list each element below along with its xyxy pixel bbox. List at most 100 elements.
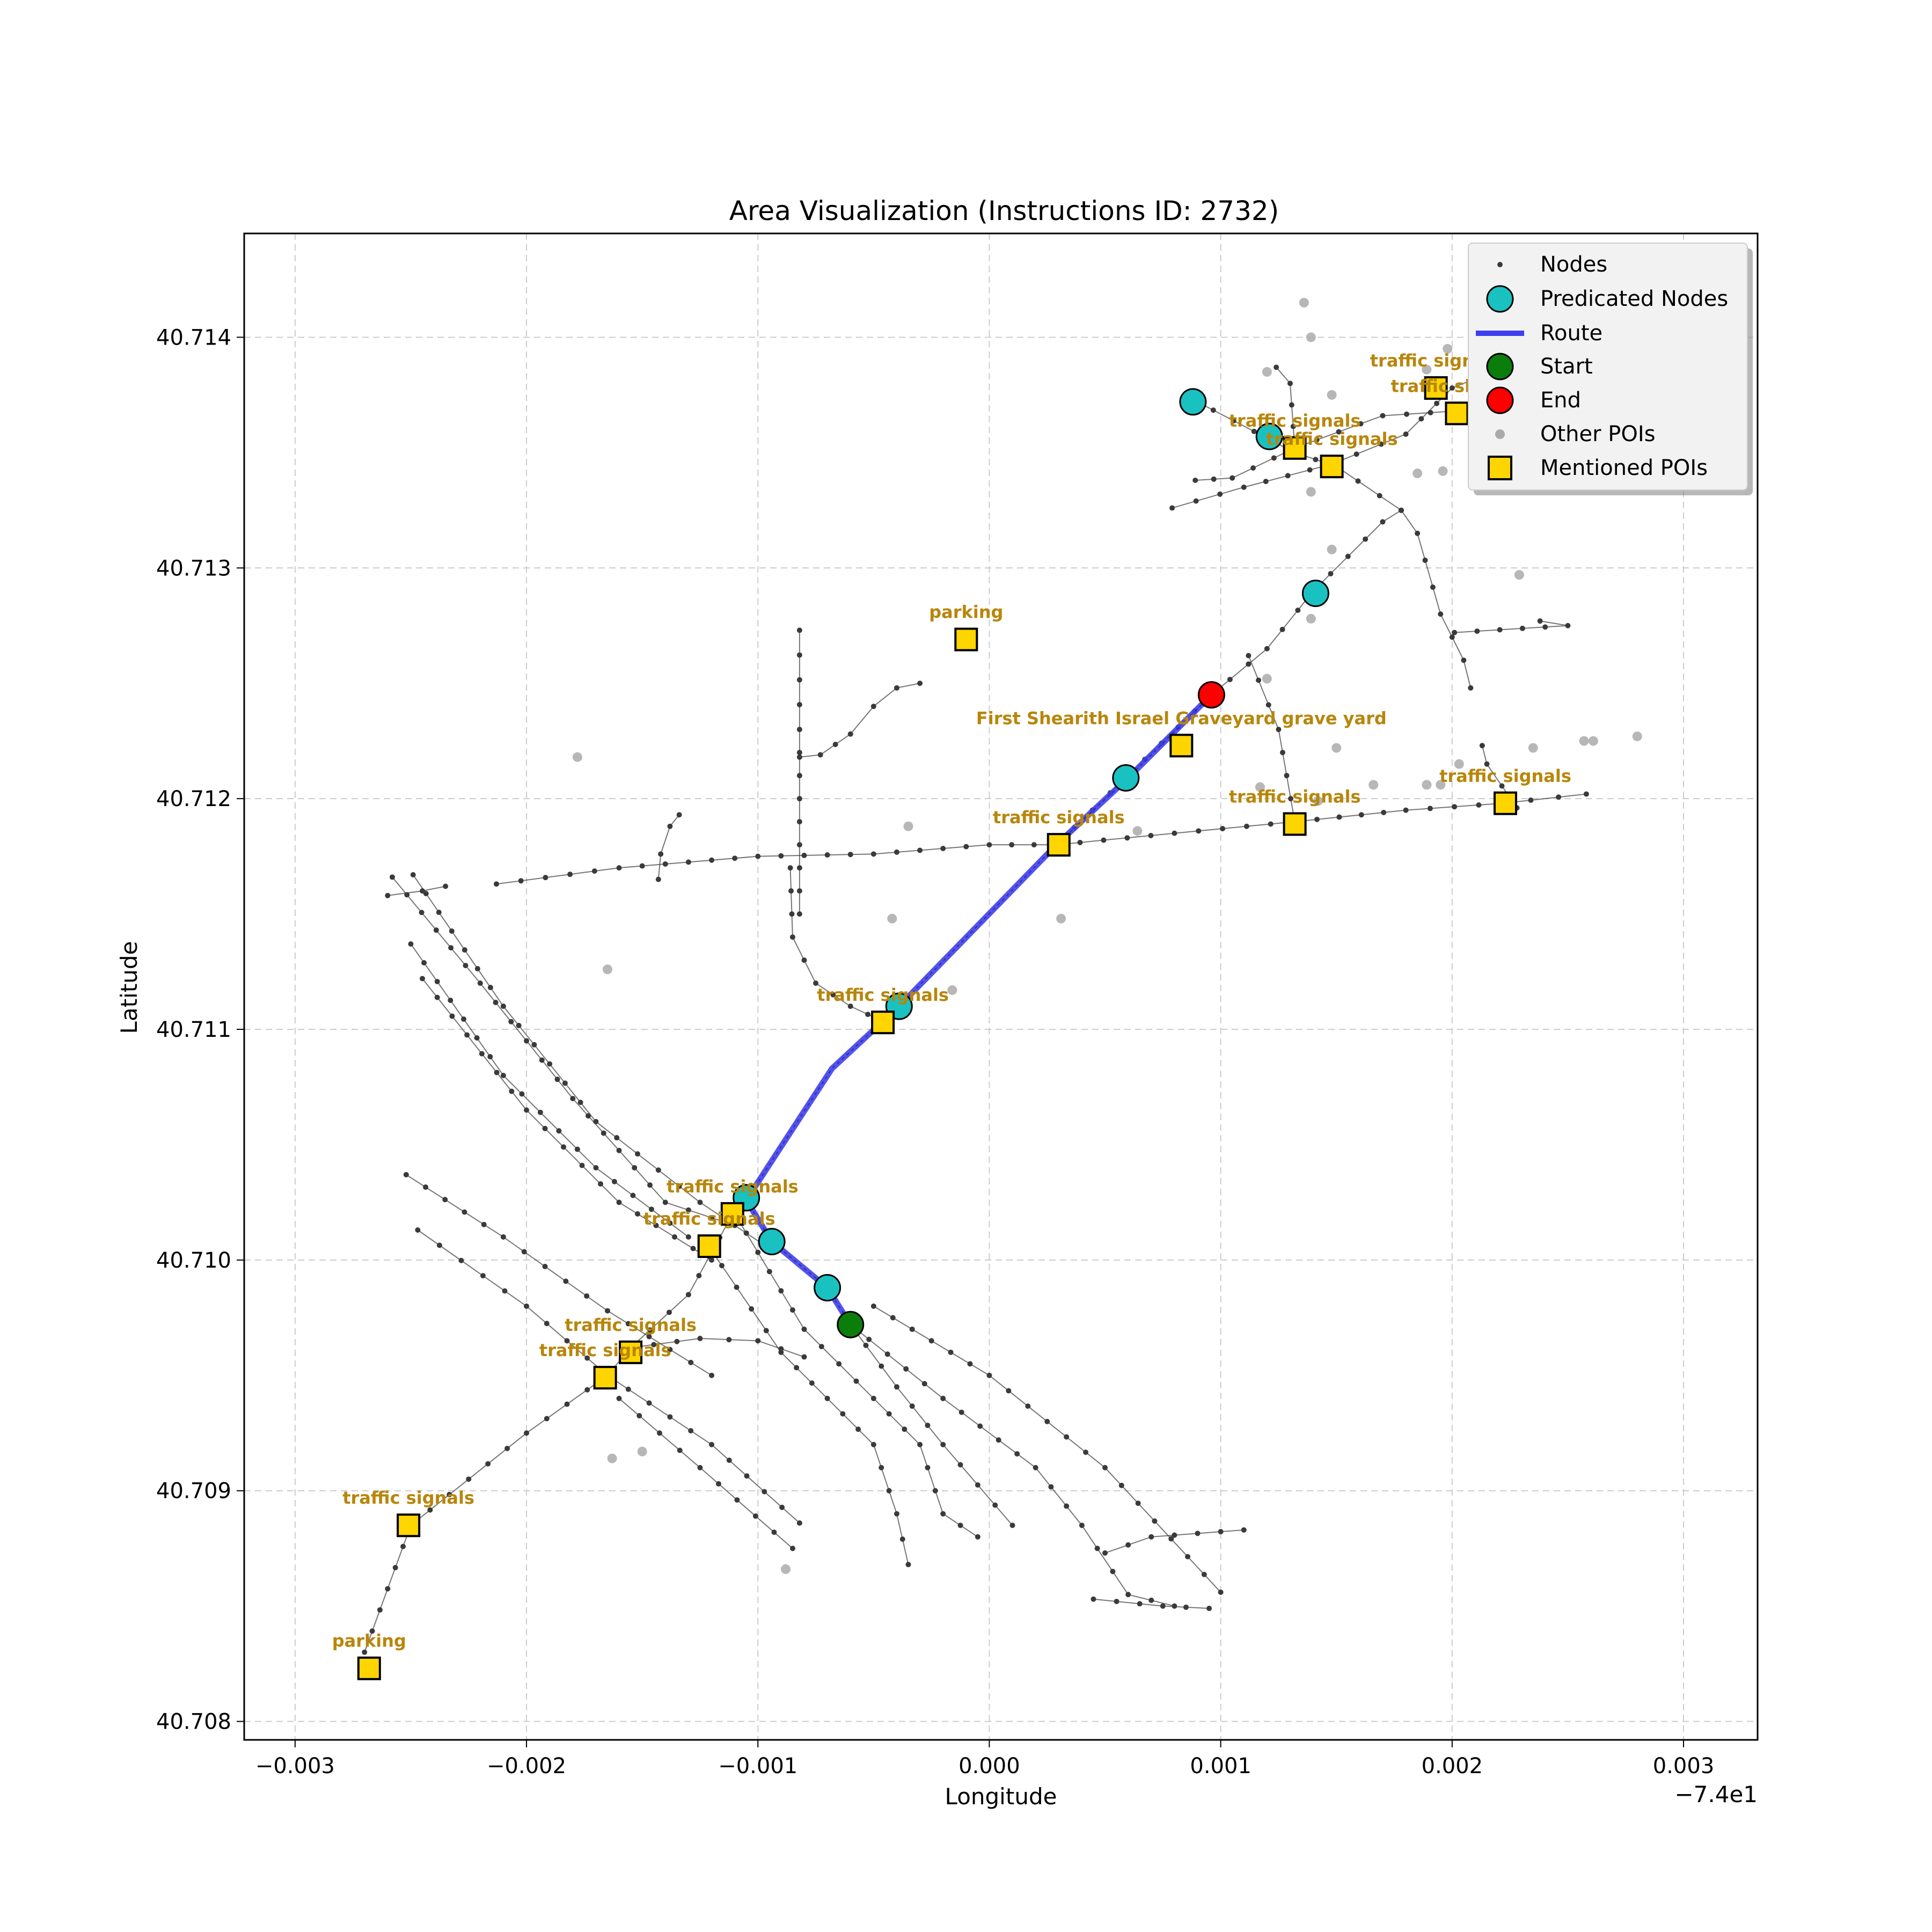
road-node [921, 1381, 927, 1387]
start-marker [837, 1311, 865, 1338]
road-node [494, 881, 499, 887]
road-node [656, 1430, 662, 1436]
road-node [630, 1192, 636, 1198]
road-node [697, 1465, 703, 1470]
road-node [524, 1430, 530, 1436]
road-node [1336, 814, 1342, 820]
legend-nodes-label: Nodes [1540, 252, 1607, 277]
road-node [709, 1215, 715, 1221]
road-node [1241, 1527, 1247, 1533]
road-node [1083, 1450, 1089, 1455]
road-node [1211, 476, 1217, 482]
road-node [427, 1507, 433, 1513]
road-node [685, 859, 691, 865]
road-node [1415, 530, 1421, 536]
road-node [1289, 402, 1294, 408]
road-node [925, 1422, 931, 1428]
road-node [1479, 743, 1485, 749]
other-poi [1454, 759, 1464, 769]
road-node [1497, 627, 1503, 633]
road-node [1201, 1571, 1207, 1577]
mentioned-poi-label: traffic signals [993, 807, 1125, 828]
road-node [542, 1263, 548, 1269]
legend-route-label: Route [1540, 321, 1602, 346]
legend-predicated-label: Predicated Nodes [1540, 287, 1728, 311]
road-node [1246, 653, 1252, 658]
road-node [1077, 839, 1083, 845]
road-segment [422, 978, 712, 1261]
road-node [1009, 1523, 1015, 1528]
road-node [932, 1488, 938, 1494]
route-centerline [745, 694, 1212, 1325]
road-node [894, 685, 899, 691]
mentioned-poi-marker [1046, 833, 1071, 857]
road-segment [734, 1213, 978, 1538]
road-node [796, 1520, 802, 1526]
road-node [666, 1309, 672, 1315]
road-node [448, 997, 453, 1003]
road-node [992, 1502, 998, 1508]
road-node [1125, 1542, 1131, 1548]
road-node [690, 1246, 696, 1252]
road-node [840, 1411, 846, 1417]
road-node [443, 883, 449, 889]
road-node [975, 1482, 980, 1488]
road-node [667, 1220, 673, 1226]
other-pois [572, 297, 1642, 1574]
mentioned-poi-marker [397, 1513, 421, 1538]
legend-end-label: End [1540, 388, 1581, 413]
road-node [369, 1628, 375, 1634]
y-axis-ticks: 40.708 40.709 40.710 40.711 40.712 40.713 40.7… [156, 325, 244, 1735]
road-node [685, 1207, 691, 1213]
road-node [977, 1423, 983, 1429]
road-node [487, 1053, 493, 1059]
road-node [1449, 634, 1455, 640]
road-node [636, 1413, 642, 1419]
mentioned-poi-marker [954, 627, 978, 652]
road-node [487, 985, 493, 991]
road-node [570, 1095, 576, 1101]
mentioned-pois: parking First Shearith Israel Graveyard g… [332, 350, 1571, 1680]
legend-nodes-symbol [1497, 262, 1503, 267]
road-node [1565, 623, 1571, 628]
road-node [1125, 1592, 1131, 1598]
road-node [658, 851, 664, 857]
road-node [494, 1070, 500, 1075]
legend-box [1468, 243, 1748, 491]
road-node [1263, 479, 1269, 485]
road-node [755, 1338, 761, 1344]
road-node [879, 1363, 884, 1369]
road-node [1307, 467, 1313, 473]
road-node [1427, 806, 1433, 811]
road-node [1227, 677, 1233, 683]
road-node [464, 1032, 470, 1038]
road-node [544, 1416, 550, 1422]
road-node [766, 1269, 772, 1275]
mentioned-poi-label: parking [332, 1631, 406, 1651]
road-node [1290, 423, 1296, 429]
road-segment [850, 1324, 1013, 1526]
mentioned-poi-label: traffic signals [667, 1176, 799, 1197]
road-node [886, 1411, 892, 1417]
road-node [1172, 830, 1177, 836]
other-poi [1306, 332, 1316, 342]
road-node [1124, 835, 1130, 841]
route-layer [743, 692, 1214, 1328]
road-segment [406, 1174, 712, 1376]
road-node [1148, 1597, 1154, 1603]
other-poi [607, 1453, 617, 1463]
road-node [1210, 407, 1216, 413]
road-node [778, 853, 784, 859]
road-node [500, 1072, 506, 1078]
road-segment [1401, 510, 1472, 689]
predicated-node [1112, 764, 1140, 792]
road-node [752, 1513, 758, 1519]
road-node [726, 1458, 732, 1463]
road-node [385, 1586, 391, 1592]
other-poi [637, 1446, 647, 1457]
road-node [817, 752, 823, 758]
road-node [899, 1536, 905, 1542]
road-node [1461, 657, 1467, 663]
other-poi [887, 913, 897, 924]
road-node [796, 727, 802, 733]
